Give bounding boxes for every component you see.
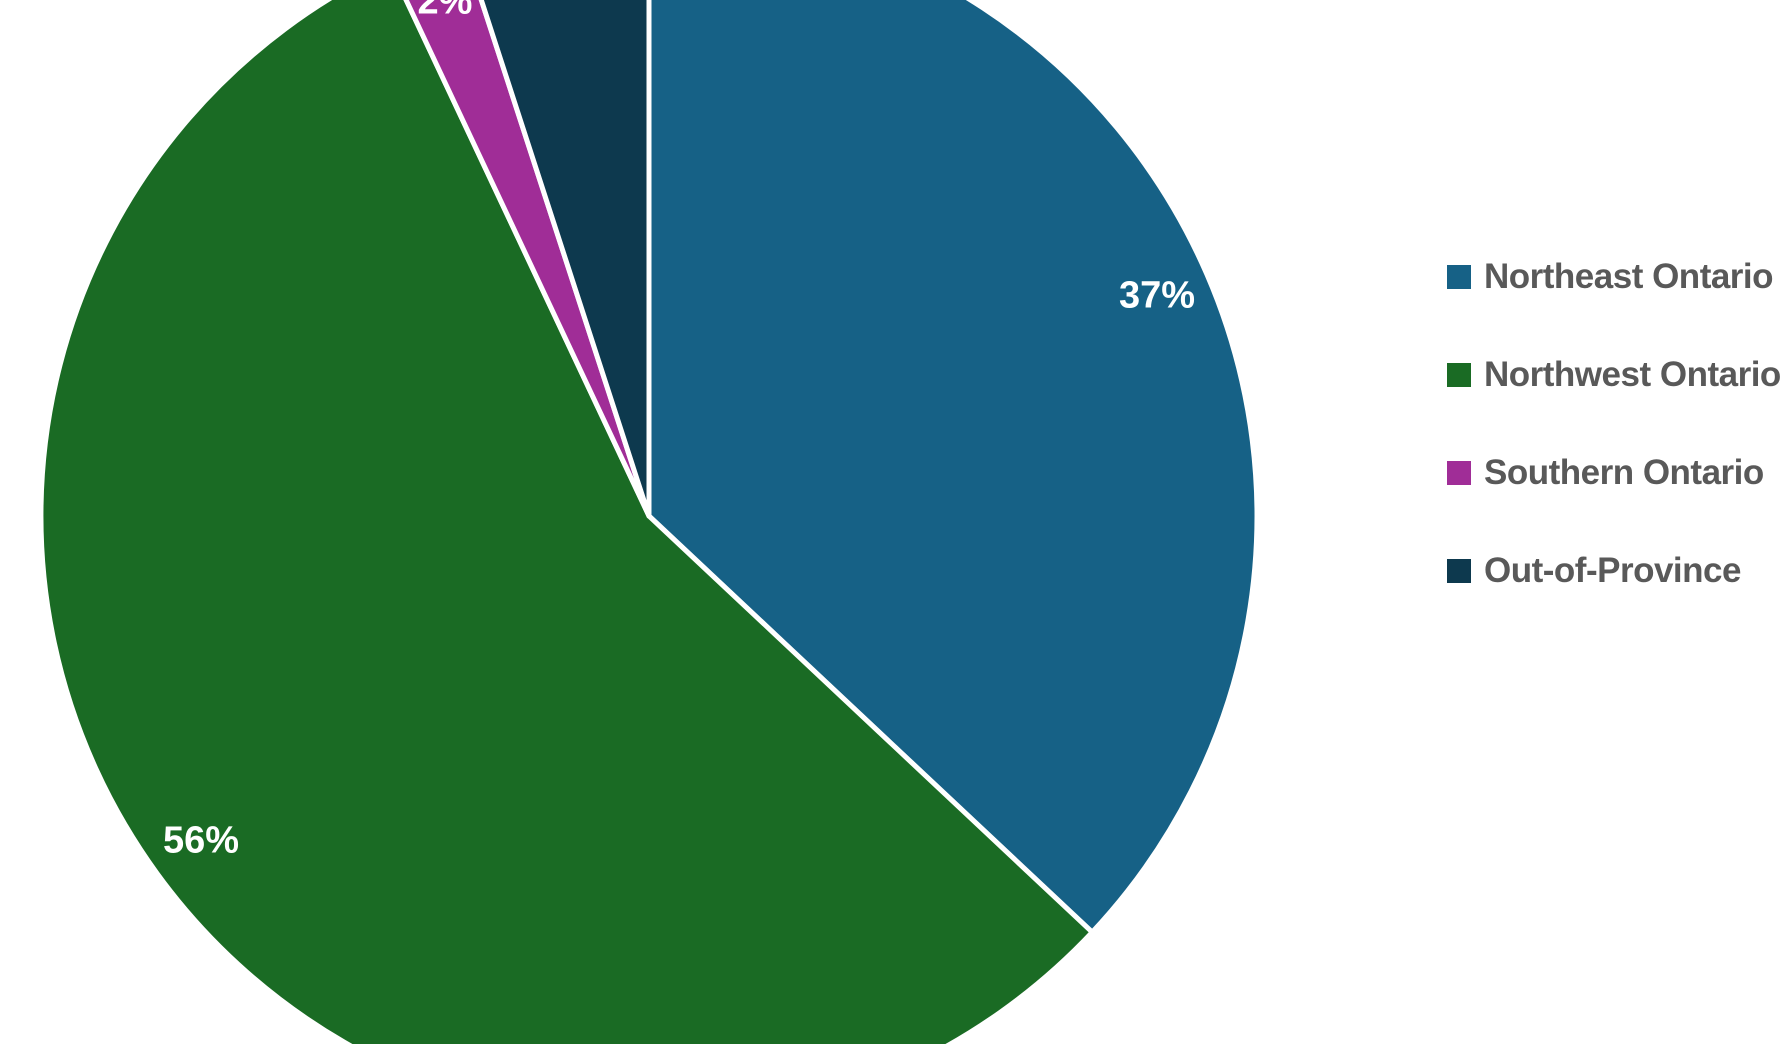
pie-slice-northwest-ontario: [38, 0, 1095, 1044]
legend-item-northeast-ontario: Northeast Ontario: [1447, 257, 1781, 296]
legend-label: Out-of-Province: [1484, 551, 1741, 590]
legend-item-southern-ontario: Southern Ontario: [1447, 453, 1781, 492]
pie-slice-northeast-ontario: [646, 0, 1260, 935]
slice-percent-label: 2%: [417, 0, 473, 23]
legend-item-northwest-ontario: Northwest Ontario: [1447, 355, 1781, 394]
legend-swatch-icon: [1447, 265, 1471, 289]
slice-percent-label: 56%: [162, 819, 240, 862]
pie-slice-out-of-province: [478, 0, 652, 519]
legend-label: Northeast Ontario: [1484, 257, 1774, 296]
pie-slice-southern-ontario: [403, 0, 652, 519]
legend-swatch-icon: [1447, 363, 1471, 387]
legend-label: Northwest Ontario: [1484, 355, 1781, 394]
legend-item-out-of-province: Out-of-Province: [1447, 551, 1781, 590]
slice-percent-label: 37%: [1118, 274, 1196, 317]
pie-slices: [38, 0, 1260, 1044]
chart-legend: Northeast Ontario Northwest Ontario Sout…: [1447, 257, 1781, 590]
legend-swatch-icon: [1447, 559, 1471, 583]
legend-swatch-icon: [1447, 461, 1471, 485]
legend-label: Southern Ontario: [1484, 453, 1764, 492]
